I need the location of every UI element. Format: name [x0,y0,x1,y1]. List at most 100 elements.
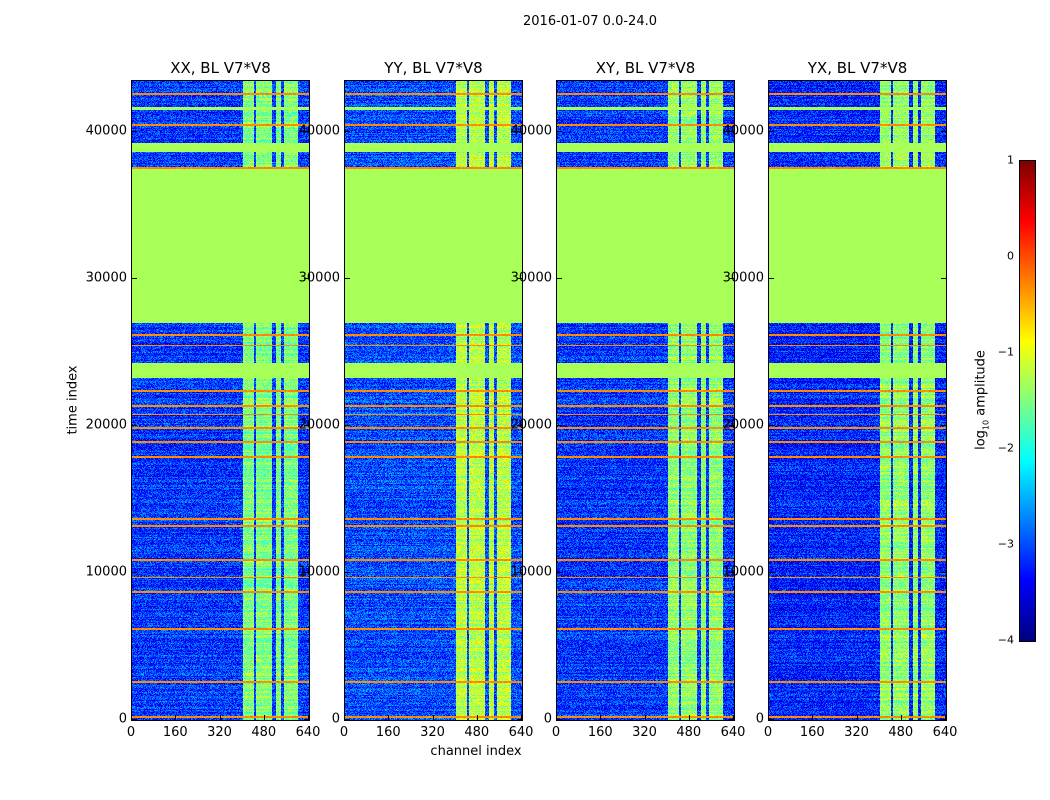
heatmap-panel: XY, BL V7*V8 [556,59,735,721]
y-tick-label: 10000 [510,564,552,580]
y-tick-label: 10000 [298,564,340,580]
y-tick-label: 40000 [722,123,764,139]
heatmap-image [557,81,734,720]
x-tick-label: 320 [844,725,869,740]
x-tick-label: 320 [207,725,232,740]
x-tick-label: 160 [587,725,613,740]
y-tick-label: 30000 [298,270,340,286]
y-tick-mark [345,572,350,574]
y-tick-mark [132,131,137,133]
x-tick-mark [600,715,602,720]
x-tick-mark [131,715,132,720]
x-tick-label: 320 [632,725,657,740]
y-tick-mark [557,719,562,720]
y-tick-label: 40000 [298,123,340,139]
x-tick-mark [556,715,557,720]
y-tick-mark [557,278,562,280]
y-axis-label: time index [65,365,81,435]
x-tick-label: 640 [720,725,746,740]
colorbar-tick-label: −2 [997,441,1014,455]
colorbar-tick-label: −3 [997,537,1014,551]
colorbar-label: log10 amplitude [973,350,991,450]
x-axis-label: channel index [430,744,522,759]
y-tick-mark [557,131,562,133]
y-tick-mark [729,719,734,720]
y-tick-mark [517,719,522,720]
y-tick-mark [132,278,137,280]
heatmap-panel: XX, BL V7*V8 [131,59,310,721]
panel-title: YX, BL V7*V8 [807,59,908,77]
y-tick-mark [517,425,522,427]
y-tick-mark [941,572,946,574]
x-tick-mark [900,715,902,720]
y-tick-mark [304,719,309,720]
y-tick-mark [304,131,309,133]
y-tick-mark [769,425,774,427]
x-tick-mark [688,715,690,720]
x-tick-mark [344,715,345,720]
y-tick-mark [941,278,946,280]
colorbar-tick-label: −1 [997,345,1014,359]
x-tick-mark [263,715,265,720]
colorbar-tick-label: −4 [997,633,1014,647]
heatmap-image [769,81,946,720]
colorbar-tick-label: 1 [1007,153,1014,167]
y-tick-mark [132,719,137,720]
y-tick-mark [132,425,137,427]
y-tick-mark [769,719,774,720]
y-tick-mark [941,425,946,427]
y-tick-mark [769,131,774,133]
x-tick-label: 320 [420,725,445,740]
y-tick-mark [941,719,946,720]
y-tick-label: 0 [331,711,340,727]
y-tick-mark [769,278,774,280]
y-tick-label: 20000 [510,417,552,433]
heatmap-image [132,81,309,720]
x-tick-label: 0 [551,725,561,740]
y-tick-label: 30000 [85,270,127,286]
y-tick-label: 0 [118,711,127,727]
x-tick-mark [308,715,309,720]
x-tick-label: 0 [126,725,136,740]
x-tick-label: 480 [676,725,702,740]
y-tick-label: 40000 [510,123,552,139]
x-tick-label: 640 [932,725,958,740]
x-tick-mark [856,715,858,720]
x-tick-label: 160 [799,725,825,740]
x-tick-label: 480 [464,725,490,740]
y-tick-label: 20000 [722,417,764,433]
y-tick-label: 30000 [510,270,552,286]
y-tick-mark [345,131,350,133]
y-tick-mark [729,572,734,574]
y-tick-mark [304,278,309,280]
y-tick-label: 40000 [85,123,127,139]
colorbar-tick-label: 0 [1007,249,1014,263]
x-tick-label: 0 [339,725,349,740]
x-tick-mark [644,715,646,720]
x-tick-mark [388,715,390,720]
x-tick-label: 0 [763,725,773,740]
x-tick-label: 480 [251,725,277,740]
x-tick-mark [768,715,769,720]
y-tick-mark [557,572,562,574]
heatmap-panel: YX, BL V7*V8 [768,59,947,721]
heatmap-image [345,81,522,720]
y-tick-label: 10000 [722,564,764,580]
y-tick-mark [729,278,734,280]
x-tick-mark [219,715,221,720]
x-tick-mark [476,715,478,720]
x-tick-mark [175,715,177,720]
figure-title: 2016-01-07 0.0-24.0 [523,14,657,29]
x-tick-label: 480 [888,725,914,740]
y-tick-mark [304,425,309,427]
y-tick-mark [769,572,774,574]
panel-title: XX, BL V7*V8 [170,59,271,77]
x-tick-mark [432,715,434,720]
x-tick-mark [945,715,946,720]
y-tick-mark [729,131,734,133]
y-tick-mark [345,719,350,720]
y-tick-mark [132,572,137,574]
y-tick-mark [517,278,522,280]
y-tick-mark [517,572,522,574]
